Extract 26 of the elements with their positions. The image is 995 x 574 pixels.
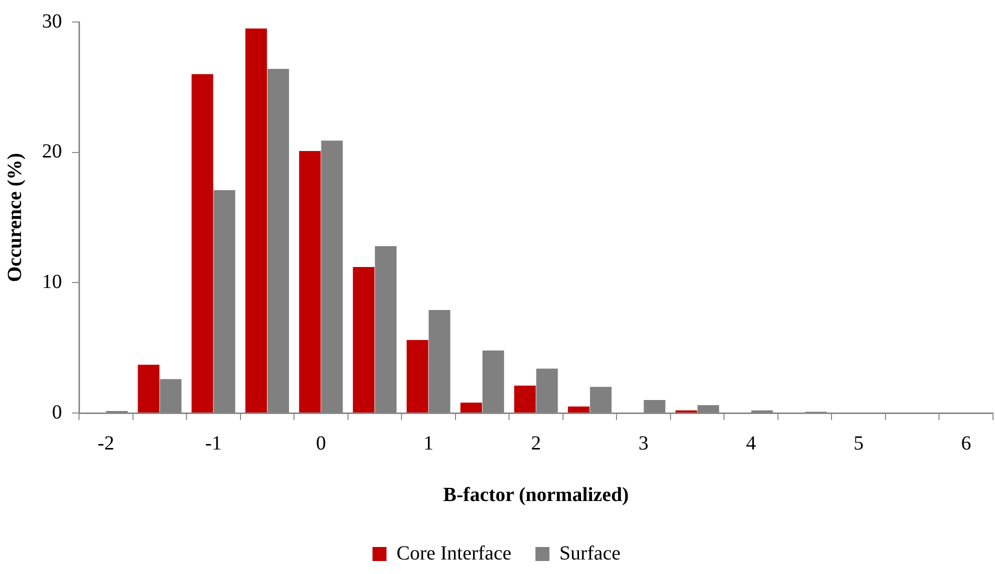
- bar: [299, 151, 321, 412]
- y-axis-title: Occurence (%): [4, 152, 26, 282]
- legend-label: Surface: [559, 542, 621, 564]
- x-tick-label: 4: [746, 432, 756, 454]
- x-tick-label: -1: [205, 432, 222, 454]
- bar: [460, 402, 482, 412]
- x-axis-title: B-factor (normalized): [443, 484, 629, 506]
- y-tick-label: 30: [42, 10, 62, 32]
- bar: [406, 340, 428, 412]
- x-tick-label: 6: [961, 432, 972, 454]
- bar: [514, 386, 536, 412]
- y-tick-label: 20: [42, 140, 62, 163]
- y-tick-label: 0: [52, 401, 62, 424]
- x-tick-label: -2: [98, 432, 114, 454]
- bar: [138, 364, 160, 412]
- x-tick-label: 2: [531, 432, 541, 454]
- x-tick-label: 5: [854, 432, 864, 454]
- x-tick-label: 0: [316, 432, 326, 454]
- bar: [192, 74, 214, 412]
- x-tick-label: 1: [423, 432, 434, 454]
- bar: [245, 28, 267, 412]
- bar: [568, 406, 590, 412]
- legend-label: Core Interface: [396, 542, 512, 564]
- y-tick-label: 10: [42, 270, 62, 293]
- bar: [352, 267, 374, 412]
- x-tick-label: 3: [638, 432, 649, 454]
